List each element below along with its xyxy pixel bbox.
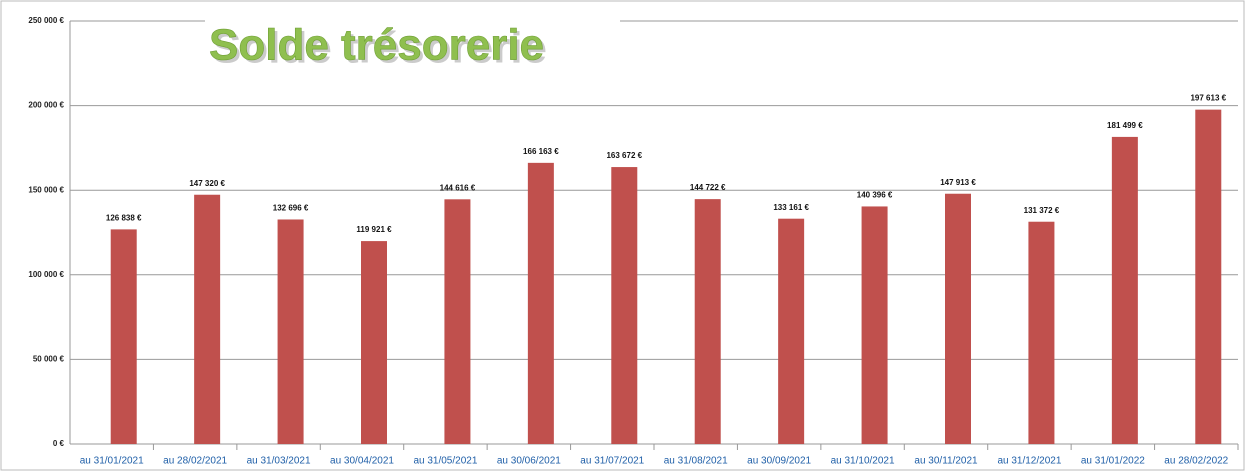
data-label: 133 161 € — [773, 203, 809, 212]
bar — [1028, 221, 1055, 444]
bar — [1195, 109, 1222, 445]
data-label: 144 722 € — [690, 183, 726, 192]
x-tick-label: au 30/09/2021 — [747, 456, 811, 467]
data-label: 126 838 € — [106, 213, 142, 222]
data-label: 119 921 € — [356, 225, 392, 234]
bar — [611, 167, 638, 445]
bar — [945, 193, 971, 444]
x-tick-label: au 31/10/2021 — [831, 456, 895, 467]
chart-title: Solde trésorerie — [209, 21, 544, 70]
x-tick-label: au 31/08/2021 — [664, 456, 728, 467]
y-tick-label: 0 € — [53, 439, 65, 448]
x-tick-label: au 31/07/2021 — [580, 456, 644, 467]
data-label: 163 672 € — [606, 151, 642, 160]
bar — [778, 218, 805, 444]
bar — [194, 194, 221, 444]
data-label: 140 396 € — [857, 191, 893, 200]
x-tick-label: au 31/12/2021 — [997, 456, 1061, 467]
x-tick-label: au 28/02/2022 — [1164, 456, 1228, 467]
x-tick-label: au 30/04/2021 — [330, 456, 394, 467]
y-tick-label: 150 000 € — [28, 185, 64, 194]
data-label: 147 320 € — [189, 179, 225, 188]
y-tick-label: 50 000 € — [33, 355, 65, 364]
title-background — [205, 20, 620, 76]
x-tick-label: au 30/11/2021 — [914, 456, 978, 467]
data-label: 147 913 € — [940, 178, 976, 187]
x-tick-label: au 31/03/2021 — [247, 456, 311, 467]
bar — [361, 241, 387, 444]
data-label: 132 696 € — [273, 204, 309, 213]
data-label: 131 372 € — [1024, 206, 1060, 215]
y-tick-label: 100 000 € — [28, 270, 64, 279]
data-label: 166 163 € — [523, 147, 559, 156]
bar — [277, 219, 304, 444]
x-tick-label: au 31/01/2021 — [80, 456, 144, 467]
chart-title-shadow: Solde trésorerie — [212, 24, 547, 73]
data-label: 181 499 € — [1107, 121, 1143, 130]
bar — [527, 162, 554, 444]
bar — [110, 229, 137, 444]
data-label: 197 613 € — [1190, 94, 1226, 103]
bar — [861, 206, 888, 444]
x-tick-label: au 30/06/2021 — [497, 456, 561, 467]
data-label: 144 616 € — [440, 183, 476, 192]
bar — [1111, 136, 1138, 444]
y-tick-label: 200 000 € — [28, 101, 64, 110]
x-tick-label: au 31/01/2022 — [1081, 456, 1145, 467]
x-tick-label: au 28/02/2021 — [163, 456, 227, 467]
bar — [694, 199, 721, 444]
bar — [444, 199, 471, 444]
y-tick-label: 250 000 € — [28, 16, 64, 25]
x-tick-label: au 31/05/2021 — [413, 456, 477, 467]
